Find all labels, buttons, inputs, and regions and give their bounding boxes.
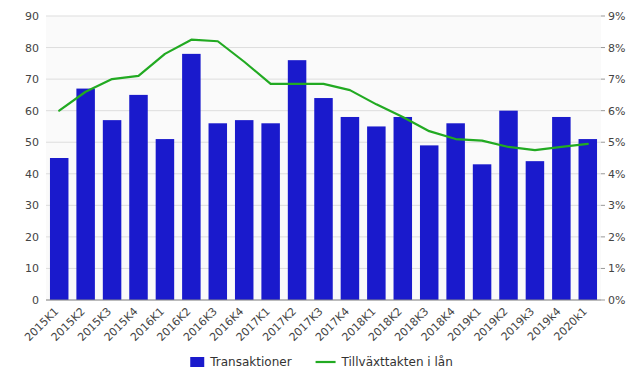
- legend-label: Transaktioner: [209, 355, 291, 369]
- legend-swatch: [316, 361, 336, 363]
- y-tick-label: 10: [25, 262, 39, 275]
- bar: [129, 95, 148, 300]
- y-tick-label: 20: [25, 231, 39, 244]
- y2-tick-label: 2%: [608, 231, 625, 244]
- bar: [182, 54, 201, 300]
- x-tick-label: 2020k1: [551, 305, 589, 343]
- bar: [209, 123, 228, 300]
- plot-area: [46, 16, 601, 300]
- y-tick-label: 30: [25, 199, 39, 212]
- y2-tick: [601, 47, 605, 48]
- bar: [76, 89, 95, 300]
- y2-tick: [601, 300, 605, 301]
- bar: [499, 111, 518, 300]
- bar: [50, 158, 69, 300]
- y2-tick-label: 0%: [608, 294, 625, 307]
- bar: [261, 123, 280, 300]
- y-tick-label: 40: [25, 168, 39, 181]
- y-tick-label: 60: [25, 105, 39, 118]
- grid-line: [46, 47, 601, 48]
- y2-tick-label: 8%: [608, 42, 625, 55]
- y2-tick: [601, 79, 605, 80]
- legend-label: Tillväxttakten i lån: [341, 355, 453, 369]
- line: [59, 40, 588, 150]
- grid-line: [46, 300, 601, 301]
- bar: [394, 117, 413, 300]
- bar: [552, 117, 571, 300]
- bar: [288, 60, 307, 300]
- bar: [446, 123, 465, 300]
- y2-tick: [601, 142, 605, 143]
- y-tick-label: 90: [25, 10, 39, 23]
- bar: [579, 139, 598, 300]
- y2-tick-label: 1%: [608, 262, 625, 275]
- y2-tick: [601, 173, 605, 174]
- y2-tick-label: 7%: [608, 73, 625, 86]
- y-tick-label: 70: [25, 73, 39, 86]
- bar: [526, 161, 545, 300]
- y2-tick-label: 9%: [608, 10, 625, 23]
- bar: [156, 139, 175, 300]
- chart: 0 10 20 30 40 50 60 70 80 90 0% 1% 2% 3% 4% 5% 6% 7% 8% 9% 2…: [0, 0, 643, 378]
- y2-tick-label: 5%: [608, 136, 625, 149]
- y2-tick-label: 3%: [608, 199, 625, 212]
- legend: Transaktioner Tillväxttakten i lån: [190, 355, 453, 369]
- bar: [103, 120, 122, 300]
- bar: [235, 120, 254, 300]
- y2-tick-label: 4%: [608, 168, 625, 181]
- bar: [473, 164, 492, 300]
- y2-tick-label: 6%: [608, 105, 625, 118]
- y2-tick: [601, 16, 605, 17]
- x-axis-line: [46, 300, 601, 301]
- y2-tick: [601, 110, 605, 111]
- y-tick-label: 0: [32, 294, 39, 307]
- marks: [50, 40, 597, 300]
- y2-tick: [601, 236, 605, 237]
- bar: [367, 126, 386, 300]
- legend-item: Tillväxttakten i lån: [316, 355, 453, 369]
- grid-line: [46, 16, 601, 17]
- bar: [314, 98, 333, 300]
- y-tick-label: 50: [25, 136, 39, 149]
- bar: [420, 145, 439, 300]
- y-tick-label: 80: [25, 42, 39, 55]
- y2-tick: [601, 205, 605, 206]
- bar: [341, 117, 360, 300]
- y2-tick: [601, 268, 605, 269]
- grid: [46, 16, 601, 300]
- legend-item: Transaktioner: [190, 355, 291, 369]
- grid-line: [46, 79, 601, 80]
- legend-swatch: [190, 357, 204, 367]
